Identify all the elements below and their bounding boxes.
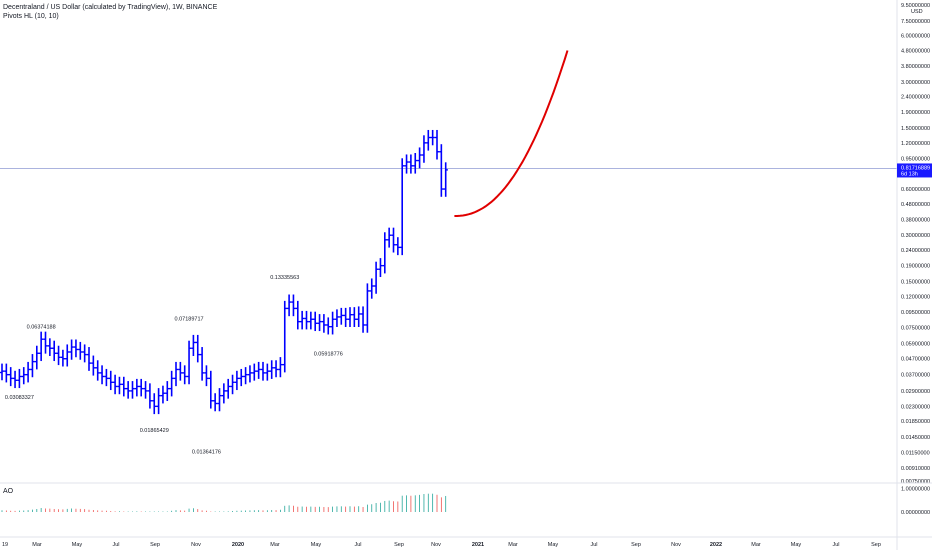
- y-tick-label: 0.15000000: [901, 279, 930, 285]
- projection-curve: [454, 50, 569, 217]
- x-tick-label: Mar: [508, 542, 518, 548]
- y-tick-label: 0.01150000: [901, 451, 930, 457]
- ao-indicator-label[interactable]: AO: [3, 488, 14, 495]
- x-tick-label: Jul: [354, 542, 361, 548]
- y-tick-label: 0.19000000: [901, 264, 930, 270]
- indicator-label[interactable]: Pivots HL (10, 10): [3, 13, 59, 20]
- y-tick-label: 0.03700000: [901, 373, 930, 379]
- pivot-low-label: 0.01865429: [140, 428, 169, 434]
- ao-tick-label: 1.00000000: [901, 486, 930, 492]
- y-tick-label: 0.30000000: [901, 233, 930, 239]
- time-axis[interactable]: 19 Mar May Jul Sep Nov 2020 Mar May Jul Sep Nov 2021…: [0, 536, 932, 548]
- x-tick-label: May: [311, 542, 322, 548]
- x-tick-label: Sep: [150, 542, 160, 548]
- x-tick-label: Mar: [751, 542, 761, 548]
- y-tick-label: 0.02900000: [901, 389, 930, 395]
- x-tick-label: Sep: [394, 542, 404, 548]
- x-tick-label: Sep: [871, 542, 881, 548]
- x-tick-label: Nov: [431, 542, 441, 548]
- y-tick-label: 1.20000000: [901, 141, 930, 147]
- pivot-high-label: 0.07189717: [175, 316, 204, 322]
- y-tick-label: 6.00000000: [901, 34, 930, 40]
- x-tick-label: Jul: [590, 542, 597, 548]
- x-tick-label: Mar: [270, 542, 280, 548]
- x-tick-label: 19: [2, 542, 8, 548]
- y-tick-label: 0.02300000: [901, 404, 930, 410]
- price-tag: [897, 163, 932, 178]
- pivot-high-label: 0.13335563: [270, 275, 299, 281]
- y-tick-label: 0.07500000: [901, 326, 930, 332]
- y-tick-label: 0.00910000: [901, 466, 930, 472]
- x-tick-label: May: [548, 542, 559, 548]
- y-tick-label: 1.90000000: [901, 110, 930, 116]
- y-tick-label: 4.80000000: [901, 48, 930, 54]
- pivot-labels: 0.06374188 0.03083327 0.01865429 0.07189717…: [5, 275, 343, 455]
- y-tick-label: 1.50000000: [901, 126, 930, 132]
- y-tick-label: 0.01450000: [901, 435, 930, 441]
- ao-tick-label: 0.00000000: [901, 510, 930, 516]
- y-tick-label: 0.04700000: [901, 357, 930, 363]
- x-tick-label: May: [791, 542, 802, 548]
- y-tick-label: 0.60000000: [901, 187, 930, 193]
- ao-histogram: 1.00000000 0.00000000: [0, 482, 932, 516]
- y-tick-label: 2.40000000: [901, 95, 930, 101]
- x-tick-label: Mar: [32, 542, 42, 548]
- x-tick-label: May: [72, 542, 83, 548]
- current-price-label: 0.81716889: [901, 165, 930, 171]
- pivot-low-label: 0.05918776: [314, 351, 343, 357]
- x-tick-label: Jul: [832, 542, 839, 548]
- x-tick-label: Jul: [112, 542, 119, 548]
- currency-label: USD: [911, 9, 923, 15]
- x-tick-label: Sep: [631, 542, 641, 548]
- y-tick-label: 7.50000000: [901, 19, 930, 25]
- y-tick-label: 0.01850000: [901, 419, 930, 425]
- countdown-label: 6d 13h: [901, 171, 918, 177]
- x-tick-label: Nov: [191, 542, 201, 548]
- y-tick-label: 0.95000000: [901, 156, 930, 162]
- y-tick-label: 0.12000000: [901, 294, 930, 300]
- pivot-low-label: 0.01364176: [192, 449, 221, 455]
- pivot-high-label: 0.06374188: [27, 324, 56, 330]
- y-tick-label: 0.00750000: [901, 479, 930, 485]
- y-tick-label: 3.00000000: [901, 80, 930, 86]
- x-tick-label: 2020: [232, 542, 244, 548]
- y-tick-label: 3.80000000: [901, 64, 930, 70]
- y-tick-label: 0.05900000: [901, 342, 930, 348]
- pivot-low-label: 0.03083327: [5, 395, 34, 401]
- ohlc-bars: [0, 129, 448, 415]
- x-tick-label: Nov: [671, 542, 681, 548]
- y-tick-label: 0.48000000: [901, 202, 930, 208]
- y-tick-label: 0.24000000: [901, 248, 930, 254]
- y-tick-label: 0.38000000: [901, 217, 930, 223]
- y-tick-label: 0.09500000: [901, 310, 930, 316]
- y-tick-label: 9.50000000: [901, 3, 930, 9]
- x-tick-label: 2022: [710, 542, 722, 548]
- x-tick-label: 2021: [472, 542, 484, 548]
- symbol-title[interactable]: Decentraland / US Dollar (calculated by …: [3, 4, 218, 11]
- chart-legend: Decentraland / US Dollar (calculated by …: [3, 3, 217, 21]
- projection-curve-path: [454, 50, 569, 217]
